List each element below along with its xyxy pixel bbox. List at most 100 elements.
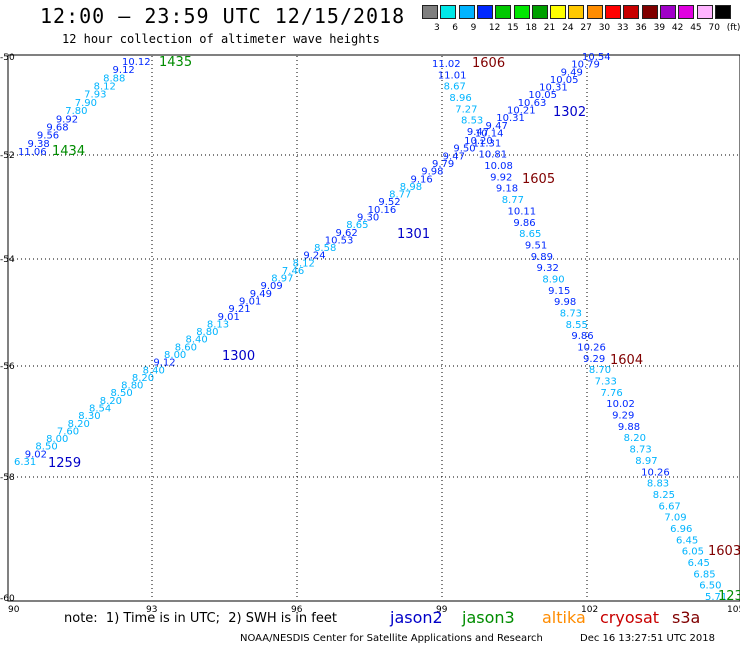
swh-value: 9.50 bbox=[453, 144, 475, 155]
swh-value: 8.53 bbox=[461, 116, 483, 127]
swh-value: 8.80 bbox=[196, 327, 218, 338]
swh-value: 7.93 bbox=[84, 90, 106, 101]
swh-value: 6.50 bbox=[699, 581, 721, 592]
swh-value: 7.60 bbox=[57, 426, 79, 437]
satellite-name: altika bbox=[542, 608, 586, 627]
page-title: 12:00 – 23:59 UTC 12/15/2018 bbox=[40, 4, 406, 28]
lat-label: -54 bbox=[0, 255, 15, 265]
scale-label: 18 bbox=[525, 23, 537, 33]
scale-swatch bbox=[678, 5, 695, 19]
swh-value: 7.76 bbox=[600, 388, 622, 399]
swh-value: 6.05 bbox=[682, 547, 704, 558]
swh-value: 9.29 bbox=[612, 411, 634, 422]
swh-value: 9.52 bbox=[378, 197, 400, 208]
swh-value: 9.68 bbox=[46, 122, 68, 133]
scale-label: 21 bbox=[543, 23, 556, 33]
generated-timestamp: Dec 16 13:27:51 UTC 2018 bbox=[580, 633, 715, 644]
swh-value: 9.47 bbox=[443, 151, 465, 162]
scale-label: 42 bbox=[671, 23, 684, 33]
map-grid bbox=[9, 56, 739, 600]
swh-value: 10.14 bbox=[475, 128, 504, 139]
pass-label: 1301 bbox=[397, 227, 430, 242]
swh-value: 10.54 bbox=[582, 52, 611, 63]
pass-label: 1434 bbox=[52, 144, 85, 159]
satellite-name: jason2 bbox=[390, 608, 443, 627]
swh-value: 9.15 bbox=[548, 286, 570, 297]
lat-label: -56 bbox=[0, 362, 15, 372]
swh-value: 6.96 bbox=[670, 524, 692, 535]
swh-value: 9.79 bbox=[432, 159, 454, 170]
swh-value: 8.83 bbox=[647, 479, 669, 490]
scale-swatch bbox=[605, 5, 621, 19]
swh-value: 9.86 bbox=[513, 218, 535, 229]
credit-line: NOAA/NESDIS Center for Satellite Applica… bbox=[240, 633, 543, 644]
swh-value: 6.45 bbox=[676, 535, 698, 546]
swh-value: 8.67 bbox=[444, 82, 466, 93]
swh-value: 9.01 bbox=[239, 297, 261, 308]
swh-value: 11.06 bbox=[18, 147, 47, 158]
swh-value: 11.02 bbox=[432, 59, 461, 70]
swh-value: 10.53 bbox=[325, 235, 354, 246]
swh-value: 7.27 bbox=[455, 104, 477, 115]
lon-label: 99 bbox=[436, 605, 448, 615]
lon-label: 105 bbox=[727, 605, 740, 615]
lat-label: -60 bbox=[0, 594, 15, 604]
lat-label: -50 bbox=[0, 53, 15, 63]
swh-value: 8.50 bbox=[110, 388, 132, 399]
page-subtitle: 12 hour collection of altimeter wave hei… bbox=[62, 32, 380, 46]
scale-label: 36 bbox=[635, 23, 647, 33]
scale-swatch bbox=[659, 5, 676, 19]
swh-value: 10.20 bbox=[464, 136, 493, 147]
swh-value: 9.47 bbox=[486, 121, 508, 132]
swh-value: 8.20 bbox=[100, 396, 122, 407]
swh-value: 5.71 bbox=[705, 592, 727, 603]
swh-value: 7.33 bbox=[595, 377, 617, 388]
swh-value: 8.73 bbox=[629, 445, 651, 456]
swh-value: 8.40 bbox=[185, 335, 207, 346]
swh-value: 7.90 bbox=[75, 98, 97, 109]
pass-labels: 1435 1434 1606 1302 1605 1301 1300 1604 1259 1603… bbox=[48, 55, 740, 604]
swh-value: 8.97 bbox=[271, 274, 293, 285]
satellite-name: s3a bbox=[672, 608, 701, 627]
swh-value: 10.81 bbox=[478, 150, 507, 161]
swh-value: 9.62 bbox=[336, 228, 358, 239]
swh-value: 7.09 bbox=[664, 513, 686, 524]
swh-value: 10.26 bbox=[641, 467, 670, 478]
swh-value: 9.16 bbox=[411, 174, 433, 185]
swh-value: 9.92 bbox=[56, 114, 78, 125]
swh-value: 10.11 bbox=[508, 206, 537, 217]
swh-value: 8.77 bbox=[389, 190, 411, 201]
swh-value: 9.49 bbox=[561, 67, 583, 78]
swh-value: 9.12 bbox=[113, 65, 135, 76]
swh-value: 9.51 bbox=[525, 240, 547, 251]
swh-value: 9.38 bbox=[27, 139, 49, 150]
swh-value: 7.80 bbox=[65, 106, 87, 117]
pass-label: 1604 bbox=[610, 353, 643, 368]
scale-label: (ft) bbox=[726, 23, 740, 33]
lat-label: -52 bbox=[0, 151, 15, 161]
swh-value: 10.63 bbox=[518, 98, 547, 109]
swh-value: 10.31 bbox=[539, 83, 568, 94]
scale-label: 70 bbox=[708, 23, 720, 33]
swh-value: 9.30 bbox=[357, 212, 379, 223]
swh-value: 9.24 bbox=[303, 251, 325, 262]
lon-label: 96 bbox=[291, 605, 303, 615]
lat-label: -58 bbox=[0, 473, 15, 483]
swh-value: 8.65 bbox=[346, 220, 368, 231]
swh-value: 10.21 bbox=[507, 105, 536, 116]
scale-swatch bbox=[586, 5, 603, 19]
scale-swatch bbox=[513, 5, 530, 19]
scale-swatch bbox=[696, 5, 713, 19]
pass-label: 123 bbox=[718, 589, 740, 604]
swh-value: 9.49 bbox=[250, 289, 272, 300]
swh-value: 8.00 bbox=[164, 350, 186, 361]
swh-value: 9.12 bbox=[153, 358, 175, 369]
swh-value: 10.16 bbox=[368, 205, 397, 216]
swh-value: 8.70 bbox=[589, 365, 611, 376]
swh-value: 6.31 bbox=[14, 457, 36, 468]
scale-label: 27 bbox=[580, 23, 592, 33]
swh-value: 9.01 bbox=[218, 312, 240, 323]
swh-value: 10.02 bbox=[606, 399, 635, 410]
swh-value: 6.67 bbox=[659, 501, 681, 512]
swh-value: 9.92 bbox=[490, 172, 512, 183]
